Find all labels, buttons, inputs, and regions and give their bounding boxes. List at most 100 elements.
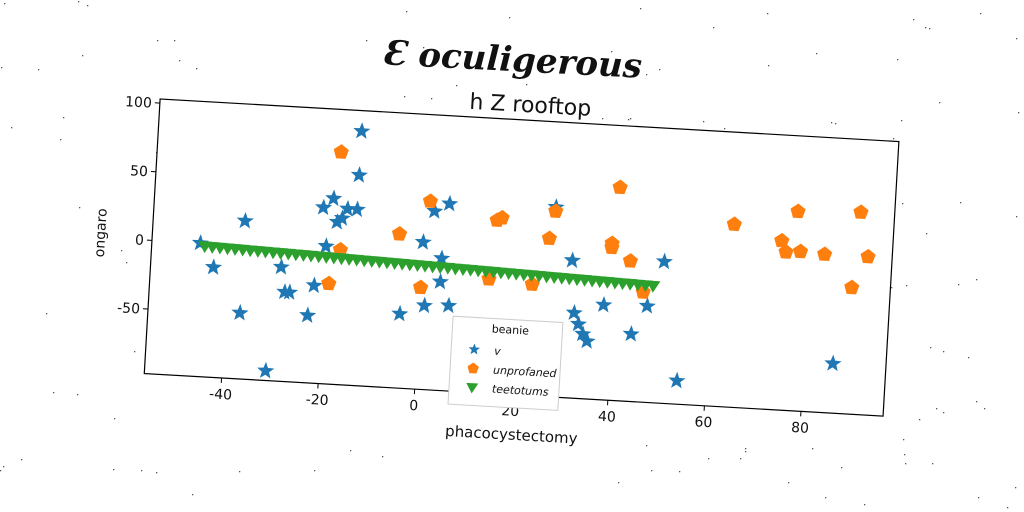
unprofaned-marker — [541, 230, 558, 246]
v-marker — [328, 213, 346, 230]
speckle — [63, 117, 65, 119]
speckle — [835, 123, 837, 125]
x-tick-label: 80 — [791, 420, 810, 437]
speckle — [126, 262, 128, 264]
speckle — [767, 13, 769, 15]
speckle — [904, 454, 906, 456]
v-marker — [305, 276, 323, 294]
x-tick-label: -20 — [305, 392, 329, 409]
unprofaned-marker — [494, 209, 510, 225]
speckle — [618, 482, 620, 484]
speckle — [679, 471, 681, 473]
y-tick-label: 50 — [130, 163, 149, 180]
unprofaned-marker — [422, 193, 439, 209]
speckle — [60, 139, 62, 141]
speckle — [925, 27, 927, 29]
speckle — [745, 451, 747, 453]
speckle — [976, 279, 978, 281]
speckle — [179, 60, 181, 62]
unprofaned-marker — [778, 244, 794, 259]
speckle — [708, 458, 710, 460]
speckle — [11, 127, 13, 129]
speckle — [38, 69, 40, 71]
unprofaned-marker — [612, 179, 628, 195]
v-marker — [350, 166, 368, 183]
speckle — [740, 458, 742, 460]
unprofaned-marker — [548, 203, 564, 218]
v-marker — [441, 194, 459, 212]
speckle — [958, 284, 960, 286]
speckle — [404, 96, 406, 98]
v-marker — [391, 304, 409, 322]
v-marker — [353, 122, 371, 139]
speckle — [520, 62, 522, 64]
speckle — [905, 463, 907, 465]
speckle — [929, 28, 931, 30]
speckle — [980, 13, 982, 15]
speckle — [350, 450, 352, 452]
speckle — [46, 313, 48, 315]
v-marker — [236, 211, 254, 229]
v-marker — [563, 251, 581, 269]
unprofaned-marker — [774, 232, 790, 248]
speckle — [724, 128, 726, 130]
speckle — [831, 122, 833, 124]
legend: beanie v unprofaned teetotums — [447, 315, 564, 411]
legend-marker-v — [468, 343, 481, 355]
v-marker — [655, 252, 673, 270]
v-marker — [578, 332, 596, 349]
speckle — [976, 401, 978, 403]
speckle — [978, 497, 980, 499]
speckle — [960, 202, 962, 204]
unprofaned-marker — [321, 275, 337, 291]
speckle — [87, 5, 89, 7]
v-marker — [257, 361, 275, 379]
speckle — [659, 69, 661, 71]
speckle — [134, 351, 136, 353]
speckle — [864, 504, 866, 506]
v-marker — [348, 200, 366, 218]
speckle — [1007, 507, 1009, 509]
speckle — [509, 17, 511, 19]
speckle — [493, 95, 495, 97]
speckle — [768, 65, 770, 67]
speckle — [3, 466, 5, 468]
unprofaned-marker — [524, 276, 540, 292]
v-marker — [595, 295, 613, 313]
legend-box — [447, 315, 564, 411]
v-marker — [315, 198, 333, 216]
legend-marker-unprofaned — [467, 362, 479, 374]
speckle — [903, 439, 905, 441]
v-marker — [440, 296, 458, 314]
y-tick-label: -50 — [117, 300, 141, 317]
v-marker — [569, 315, 587, 332]
speckle — [423, 47, 425, 49]
v-marker — [638, 297, 656, 314]
speckle — [926, 233, 928, 235]
speckle — [239, 471, 241, 473]
v-marker — [317, 237, 335, 254]
x-axis-label: phacocystectomy — [445, 422, 578, 448]
legend-label-teetotums: teetotums — [492, 383, 550, 399]
y-tick-label: 100 — [125, 94, 153, 112]
speckle — [893, 138, 895, 140]
legend-label-v: v — [494, 345, 502, 358]
speckle — [431, 98, 433, 100]
speckle — [939, 102, 941, 104]
unprofaned-marker — [391, 225, 408, 241]
speckle — [446, 436, 448, 438]
speckle — [628, 119, 630, 121]
unprofaned-marker — [604, 239, 620, 255]
speckle — [192, 494, 194, 496]
speckle — [78, 1, 80, 3]
speckle — [943, 351, 945, 353]
speckle — [902, 203, 904, 205]
speckle — [825, 497, 827, 499]
speckle — [1016, 38, 1018, 40]
speckle — [21, 459, 23, 461]
x-tick-label: 40 — [597, 409, 616, 426]
speckle — [314, 470, 316, 472]
unprofaned-marker — [817, 246, 833, 262]
v-marker — [565, 303, 583, 321]
